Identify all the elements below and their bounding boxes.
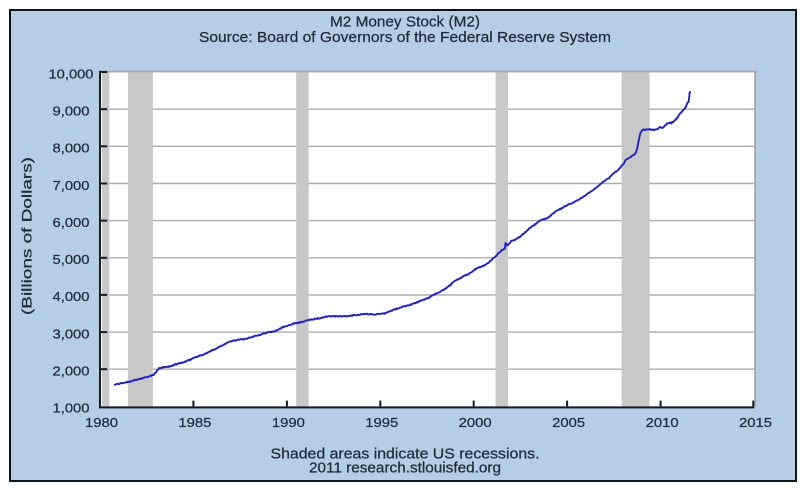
svg-text:1990: 1990 (272, 415, 305, 430)
svg-text:2011 research.stlouisfed.org: 2011 research.stlouisfed.org (309, 460, 501, 477)
svg-text:9,000: 9,000 (53, 104, 90, 119)
svg-text:10,000: 10,000 (49, 66, 94, 81)
svg-text:8,000: 8,000 (53, 141, 90, 156)
svg-text:7,000: 7,000 (53, 178, 90, 193)
svg-text:2005: 2005 (552, 415, 585, 430)
svg-text:2015: 2015 (739, 415, 772, 430)
svg-text:2000: 2000 (459, 415, 492, 430)
svg-text:Shaded areas indicate US reces: Shaded areas indicate US recessions. (271, 445, 540, 462)
svg-text:1,000: 1,000 (53, 401, 90, 416)
svg-text:3,000: 3,000 (53, 326, 90, 341)
svg-text:5,000: 5,000 (53, 252, 90, 267)
svg-text:M2 Money Stock (M2): M2 Money Stock (M2) (330, 14, 480, 31)
svg-text:Source: Board of Governors of: Source: Board of Governors of the Federa… (199, 29, 611, 46)
svg-text:4,000: 4,000 (53, 289, 90, 304)
svg-text:6,000: 6,000 (53, 215, 90, 230)
svg-text:2,000: 2,000 (53, 364, 90, 379)
svg-text:(Billions of Dollars): (Billions of Dollars) (20, 157, 35, 315)
svg-text:2010: 2010 (646, 415, 679, 430)
svg-text:1985: 1985 (178, 415, 211, 430)
svg-text:1995: 1995 (365, 415, 398, 430)
svg-text:1980: 1980 (85, 415, 118, 430)
